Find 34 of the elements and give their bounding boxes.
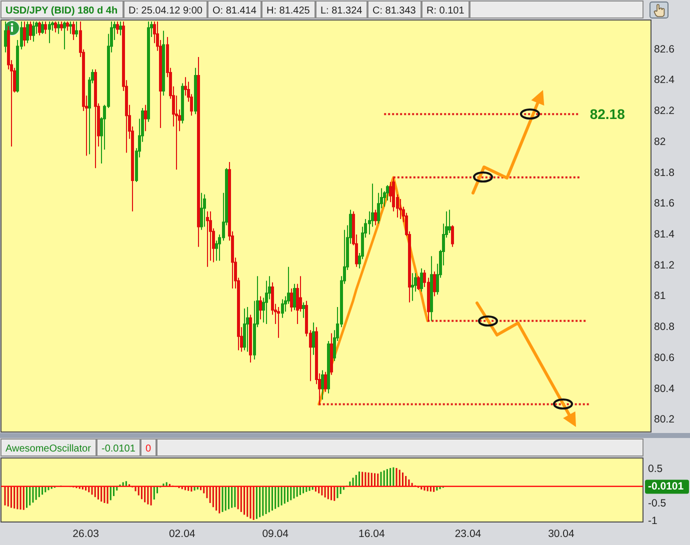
- y-tick-label: -0.5: [648, 498, 666, 510]
- text: 0: [146, 444, 152, 454]
- annotation: 82.18: [590, 106, 626, 122]
- x-tick-label: 09.04: [262, 528, 289, 540]
- y-tick-label: 80.2: [654, 414, 675, 426]
- y-tick-label: 81.4: [654, 228, 675, 240]
- x-tick-label: 16.04: [358, 528, 385, 540]
- x-tick-label: 30.04: [548, 528, 575, 540]
- y-tick-label: 82.4: [654, 74, 675, 86]
- text: -0.0101: [102, 444, 136, 454]
- y-tick-label: 82.2: [654, 105, 675, 118]
- text: R: 0.101: [426, 6, 465, 16]
- text: D: 25.04.12 9:00: [128, 6, 203, 16]
- y-tick-label: 80.4: [654, 382, 675, 395]
- x-tick-label: 02.04: [168, 528, 196, 540]
- y-tick-label: 82: [654, 136, 666, 148]
- y-tick-label: 81.2: [654, 259, 675, 272]
- text: O: 81.414: [212, 6, 257, 16]
- y-tick-label: 81.6: [654, 198, 675, 210]
- annotation: -0.0101: [648, 480, 684, 493]
- text: L: 81.324: [320, 6, 363, 16]
- y-tick-label: 80.6: [654, 352, 675, 364]
- y-tick-label: 81.8: [654, 166, 675, 179]
- text: C: 81.343: [372, 6, 416, 16]
- y-tick-label: -1: [648, 514, 658, 527]
- y-tick-label: 81: [654, 290, 666, 302]
- y-tick-label: 82.6: [654, 43, 675, 56]
- y-tick-label: 0.5: [648, 463, 663, 476]
- chart-title: USD/JPY (BID) 180 d 4h: [6, 6, 118, 16]
- x-tick-label: 23.04: [454, 528, 482, 540]
- text: H: 81.425: [266, 6, 310, 16]
- y-tick-label: 80.8: [654, 321, 675, 334]
- chart-title: AwesomeOscillator: [6, 444, 92, 454]
- x-tick-label: 26.03: [72, 528, 100, 540]
